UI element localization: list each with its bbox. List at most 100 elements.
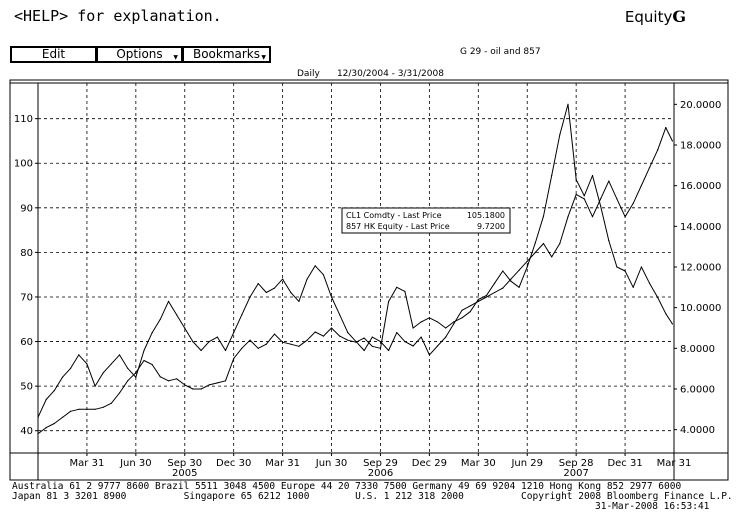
legend-857-value: 9.7200 bbox=[477, 222, 505, 231]
hk857-point bbox=[143, 359, 145, 362]
hk857-point bbox=[665, 313, 667, 315]
hk857-point bbox=[233, 357, 235, 360]
cl1-point bbox=[600, 198, 602, 200]
hk857-point bbox=[534, 242, 537, 244]
edit-button[interactable]: Edit bbox=[10, 46, 97, 63]
hk857-point bbox=[282, 341, 284, 343]
footer-timestamp: 31-Mar-2008 16:53:41 bbox=[595, 501, 710, 512]
hk857-point bbox=[78, 408, 80, 410]
legend-cl1-name: CL1 Comdty - Last Price bbox=[346, 211, 442, 220]
cl1-point bbox=[176, 314, 178, 316]
hk857-point bbox=[583, 195, 585, 197]
cl1-point bbox=[298, 300, 300, 302]
left-tick-label: 100 bbox=[14, 159, 33, 170]
x-tick-label: Sep 30 bbox=[167, 458, 202, 469]
footer-contacts-line: Australia 61 2 9777 8600 Brazil 5511 304… bbox=[12, 481, 682, 492]
cl1-point bbox=[567, 216, 569, 218]
hk857-point bbox=[61, 416, 64, 418]
hk857-point bbox=[461, 317, 463, 319]
hk857-point bbox=[542, 215, 545, 217]
cl1-point bbox=[404, 341, 406, 343]
cl1-point bbox=[151, 332, 153, 334]
hk857-point bbox=[70, 410, 72, 412]
hk857-point bbox=[330, 327, 333, 329]
cl1-point bbox=[583, 198, 585, 200]
cl1-point bbox=[118, 354, 121, 356]
cl1-point bbox=[640, 184, 643, 187]
cl1-point bbox=[94, 385, 96, 387]
hk857-point bbox=[257, 347, 259, 349]
hk857-point bbox=[290, 343, 292, 345]
cl1-point bbox=[671, 140, 674, 142]
hk857-point bbox=[192, 388, 194, 390]
hk857-point bbox=[632, 286, 634, 288]
hk857-point bbox=[648, 282, 651, 284]
x-tick-label: Mar 31 bbox=[657, 458, 692, 469]
chart-frame bbox=[9, 79, 729, 481]
cl1-point bbox=[371, 336, 373, 338]
right-tick-label: 18.0000 bbox=[680, 141, 721, 152]
left-tick-label: 60 bbox=[20, 337, 33, 348]
hk857-point bbox=[167, 380, 170, 382]
cl1-point bbox=[485, 296, 488, 298]
price-chart: 40 50 60 70 80 90 100 110 4.0000 6.0000 8.0000 10.… bbox=[9, 79, 729, 481]
cl1-point bbox=[494, 291, 496, 294]
cl1-point bbox=[436, 345, 439, 347]
x-tick-label: Mar 31 bbox=[265, 458, 300, 469]
hk857-point bbox=[355, 341, 357, 343]
hk857-point bbox=[510, 280, 512, 282]
hk857-point bbox=[453, 321, 455, 323]
hk857-point bbox=[477, 298, 479, 301]
hk857-point bbox=[322, 335, 324, 337]
cl1-point bbox=[388, 349, 390, 352]
brand-prefix: Equity bbox=[624, 8, 673, 26]
cl1-point bbox=[37, 416, 39, 418]
legend-box: CL1 Comdty - Last Price 105.1800 857 HK … bbox=[341, 207, 511, 234]
cl1-point bbox=[224, 349, 227, 352]
hk857-point bbox=[339, 335, 341, 337]
cl1-point bbox=[306, 278, 308, 280]
right-tick-label: 12.0000 bbox=[680, 262, 721, 273]
cl1-point bbox=[477, 300, 479, 302]
cl1-point bbox=[290, 291, 292, 294]
cl1-point bbox=[53, 390, 55, 392]
hk857-point bbox=[94, 408, 96, 410]
bookmarks-label: Bookmarks bbox=[192, 47, 261, 61]
cl1-point bbox=[461, 309, 463, 311]
hk857-point bbox=[224, 380, 227, 382]
hk857-point bbox=[494, 282, 496, 284]
cl1-price-line bbox=[37, 127, 673, 418]
hk857-point bbox=[485, 294, 488, 296]
cl1-point bbox=[322, 274, 324, 276]
hk857-point bbox=[559, 134, 561, 136]
cl1-point bbox=[445, 336, 447, 338]
cl1-point bbox=[412, 345, 414, 347]
options-label: Options bbox=[116, 47, 163, 61]
hk857-point bbox=[469, 311, 471, 313]
hk857-point bbox=[45, 427, 47, 429]
hk857-point bbox=[37, 433, 39, 435]
options-button[interactable]: Options ▼ bbox=[96, 46, 183, 63]
help-prompt: <HELP> for explanation. bbox=[14, 7, 222, 25]
hk857-point bbox=[249, 339, 251, 341]
x-tick-label: Sep 29 bbox=[363, 458, 398, 469]
year-label: 2007 bbox=[563, 468, 588, 479]
x-tick-label: Dec 29 bbox=[412, 458, 447, 469]
hk857-point bbox=[412, 327, 414, 329]
cl1-point bbox=[379, 341, 382, 343]
hk857-point bbox=[608, 240, 610, 242]
cl1-point bbox=[159, 318, 161, 320]
hk857-point bbox=[671, 323, 674, 325]
bookmarks-button[interactable]: Bookmarks ▼ bbox=[182, 46, 271, 63]
hk857-point bbox=[176, 378, 178, 380]
cl1-point bbox=[632, 202, 634, 204]
cl1-point bbox=[526, 260, 528, 262]
hk857-point bbox=[518, 286, 520, 288]
dropdown-arrow-icon: ▼ bbox=[173, 54, 178, 61]
left-tick-label: 50 bbox=[20, 382, 33, 393]
left-tick-label: 70 bbox=[20, 292, 33, 303]
cl1-point bbox=[534, 251, 537, 253]
cl1-point bbox=[249, 296, 251, 298]
hk857-point bbox=[273, 333, 276, 335]
hk857-point bbox=[551, 174, 553, 177]
